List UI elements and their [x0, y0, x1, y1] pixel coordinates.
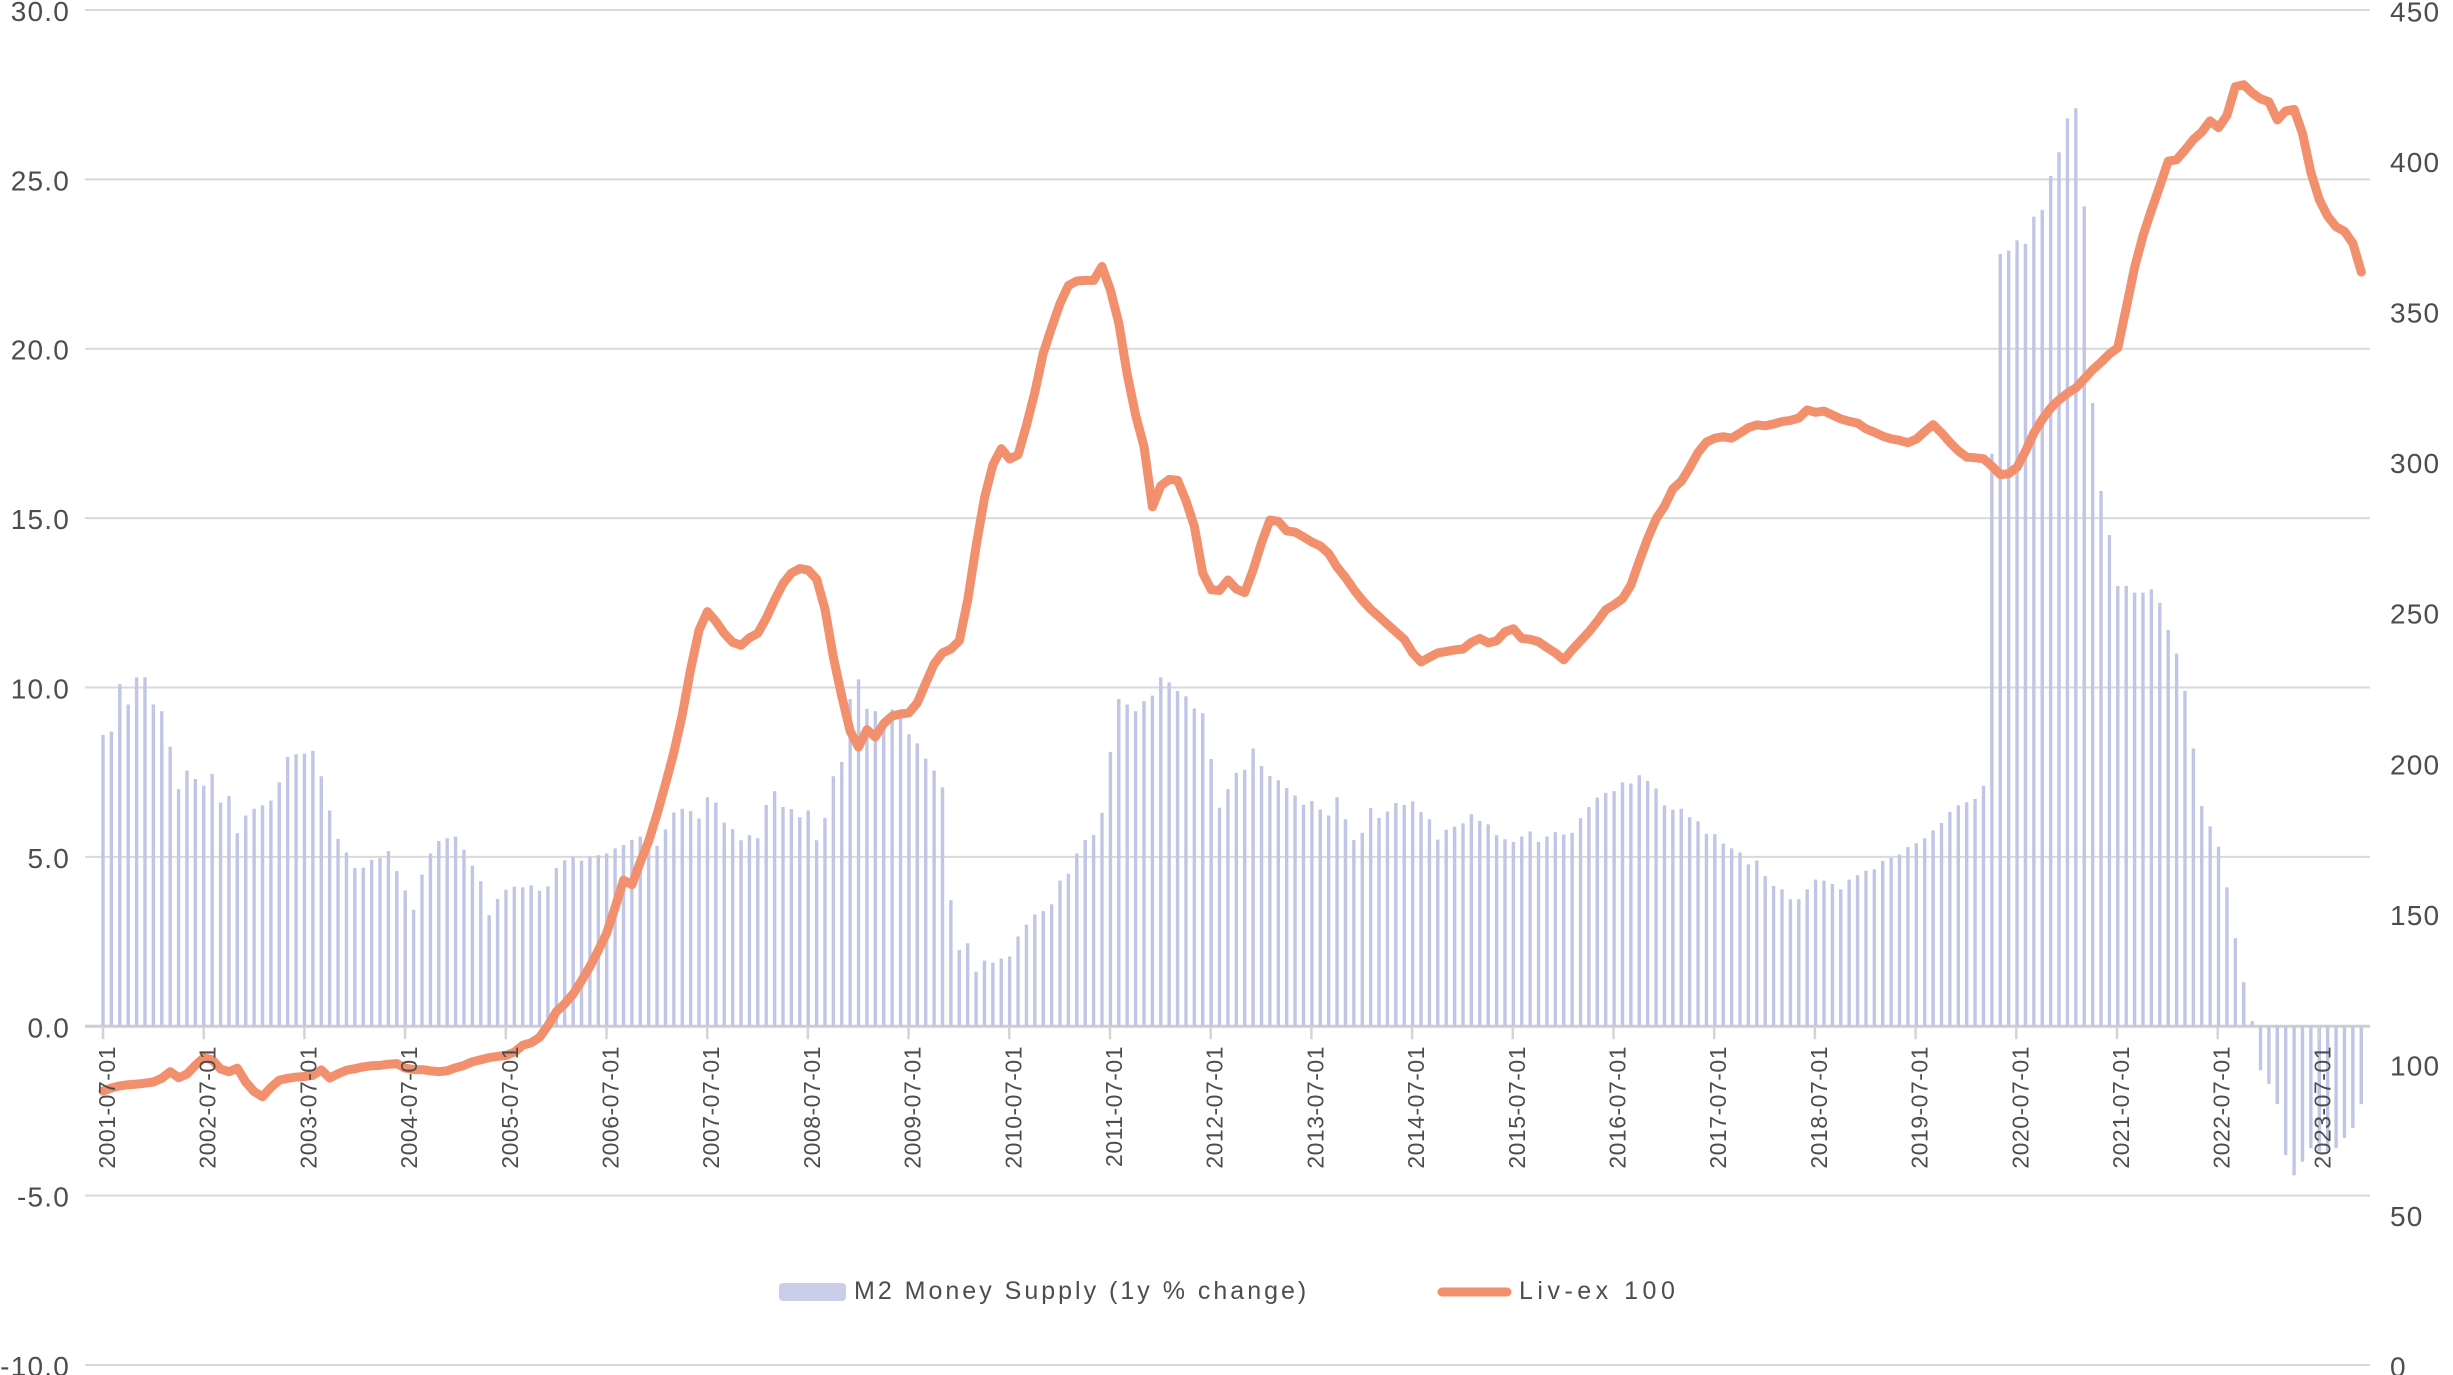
svg-text:2002-07-01: 2002-07-01 [195, 1046, 221, 1169]
svg-text:2019-07-01: 2019-07-01 [1907, 1046, 1933, 1169]
svg-text:2013-07-01: 2013-07-01 [1302, 1046, 1328, 1169]
svg-text:2003-07-01: 2003-07-01 [295, 1046, 321, 1169]
svg-text:20.0: 20.0 [11, 335, 70, 366]
svg-text:2008-07-01: 2008-07-01 [799, 1046, 825, 1169]
svg-text:15.0: 15.0 [11, 504, 70, 535]
svg-text:2020-07-01: 2020-07-01 [2007, 1046, 2033, 1169]
svg-text:2022-07-01: 2022-07-01 [2209, 1046, 2235, 1169]
svg-text:25.0: 25.0 [11, 165, 70, 196]
svg-text:2011-07-01: 2011-07-01 [1101, 1046, 1127, 1167]
svg-text:2017-07-01: 2017-07-01 [1705, 1046, 1731, 1169]
svg-text:2023-07-01: 2023-07-01 [2309, 1046, 2335, 1169]
svg-text:2004-07-01: 2004-07-01 [396, 1046, 422, 1169]
svg-text:2021-07-01: 2021-07-01 [2108, 1046, 2134, 1169]
svg-text:5.0: 5.0 [27, 843, 70, 874]
svg-text:-5.0: -5.0 [17, 1182, 70, 1213]
svg-text:2015-07-01: 2015-07-01 [1504, 1046, 1530, 1169]
svg-text:Liv-ex 100: Liv-ex 100 [1519, 1277, 1679, 1305]
svg-text:-10.0: -10.0 [0, 1351, 70, 1375]
svg-text:350: 350 [2390, 298, 2440, 329]
svg-text:150: 150 [2390, 900, 2440, 931]
svg-text:0.0: 0.0 [27, 1012, 70, 1043]
svg-text:2012-07-01: 2012-07-01 [1202, 1046, 1228, 1169]
svg-text:2018-07-01: 2018-07-01 [1806, 1046, 1832, 1169]
svg-text:2001-07-01: 2001-07-01 [94, 1046, 120, 1169]
svg-text:2006-07-01: 2006-07-01 [598, 1046, 624, 1169]
svg-text:2010-07-01: 2010-07-01 [1000, 1046, 1026, 1169]
svg-text:300: 300 [2390, 448, 2440, 479]
svg-text:450: 450 [2390, 0, 2440, 28]
svg-text:100: 100 [2390, 1050, 2440, 1081]
svg-text:2016-07-01: 2016-07-01 [1605, 1046, 1631, 1169]
svg-text:2014-07-01: 2014-07-01 [1403, 1046, 1429, 1169]
svg-text:2005-07-01: 2005-07-01 [497, 1046, 523, 1169]
svg-text:10.0: 10.0 [11, 674, 70, 705]
svg-text:M2 Money Supply (1y % change): M2 Money Supply (1y % change) [854, 1277, 1309, 1305]
svg-text:2009-07-01: 2009-07-01 [900, 1046, 926, 1169]
svg-text:0: 0 [2390, 1352, 2407, 1375]
svg-text:200: 200 [2390, 749, 2440, 780]
svg-text:50: 50 [2390, 1201, 2424, 1232]
svg-text:400: 400 [2390, 147, 2440, 178]
svg-text:30.0: 30.0 [11, 0, 70, 27]
svg-text:2007-07-01: 2007-07-01 [698, 1046, 724, 1169]
svg-text:250: 250 [2390, 599, 2440, 630]
